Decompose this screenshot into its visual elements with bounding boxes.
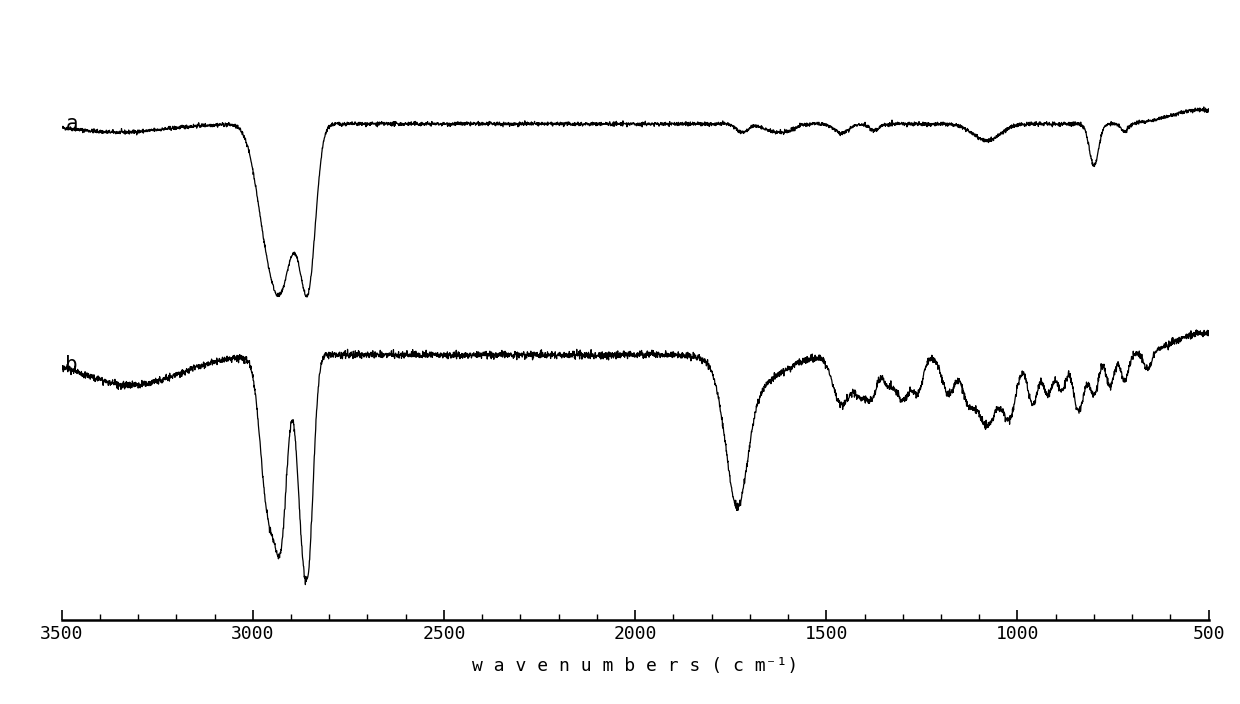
X-axis label: w a v e n u m b e r s ( c m⁻¹): w a v e n u m b e r s ( c m⁻¹): [472, 657, 799, 675]
Text: b: b: [66, 356, 78, 375]
Text: a: a: [66, 113, 78, 134]
